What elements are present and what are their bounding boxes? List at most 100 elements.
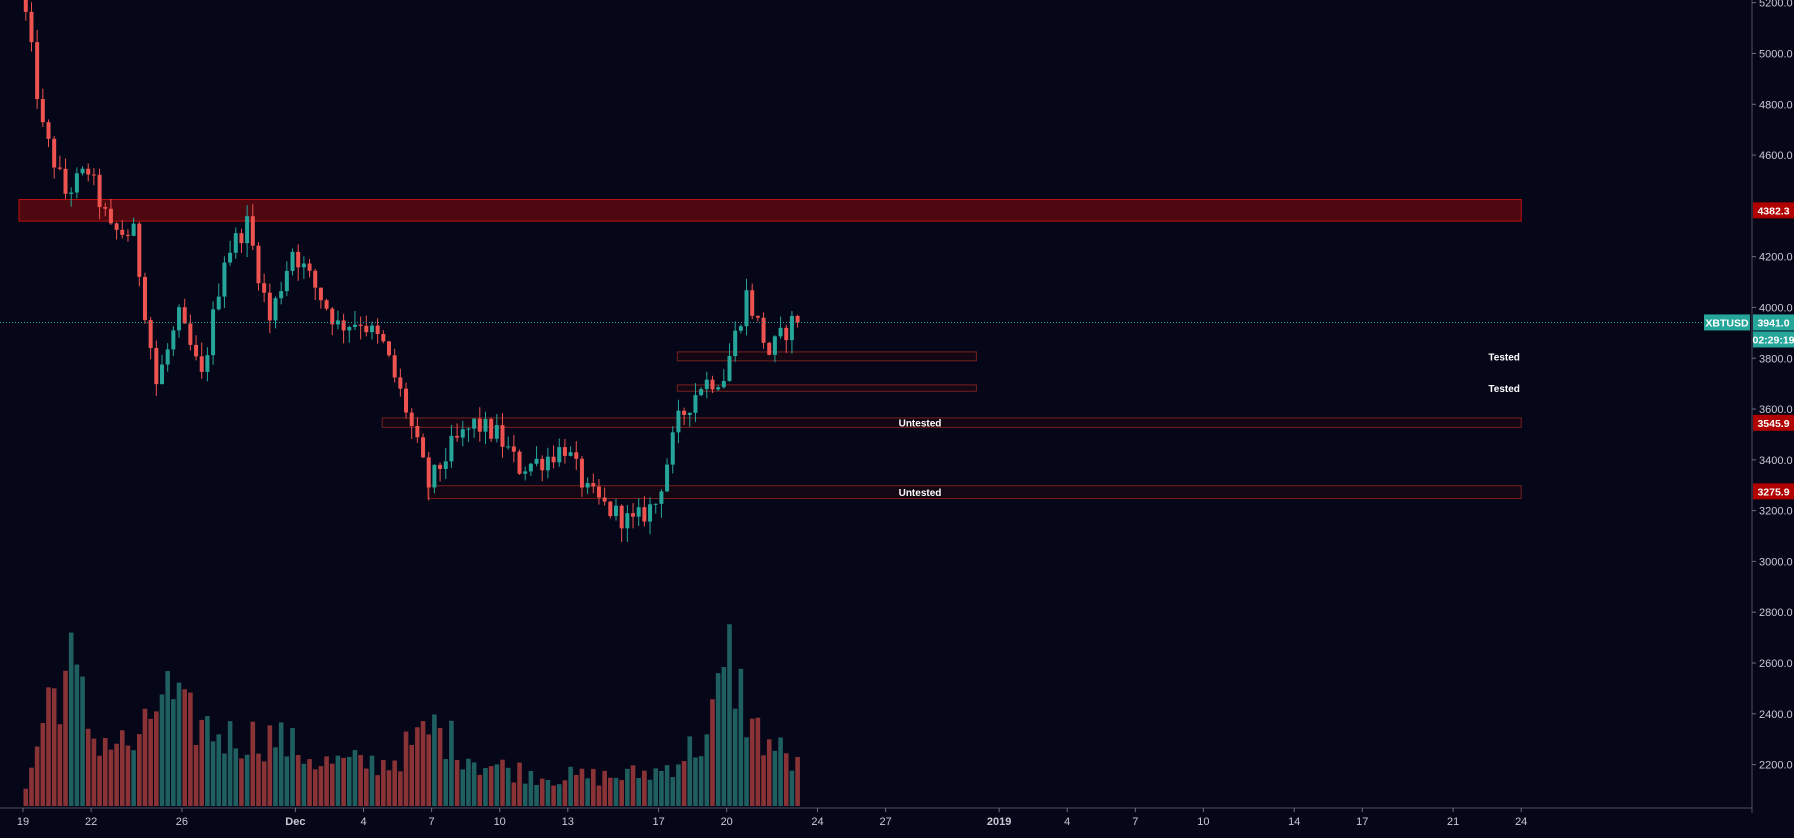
candle-body [699, 389, 704, 396]
candle-body [256, 245, 261, 284]
volume-bar [131, 750, 136, 806]
candle-body [466, 428, 471, 430]
candle-body [29, 11, 34, 43]
y-tick-label: 2400.0 [1759, 709, 1793, 721]
volume-bar [483, 767, 488, 806]
y-tick-label: 3800.0 [1759, 353, 1793, 365]
price-axis-panel[interactable] [1752, 0, 1794, 813]
supply-zone-0[interactable] [18, 199, 1522, 222]
volume-bar [335, 755, 341, 806]
volume-bar [449, 720, 454, 806]
candle-body [301, 263, 306, 268]
zone-label-3: Untested [899, 419, 942, 430]
volume-bar [437, 727, 443, 806]
candle-body [199, 356, 204, 372]
volume-bar [318, 766, 324, 806]
candle-body [222, 262, 227, 297]
candle-body [52, 138, 57, 168]
demand-zone-4[interactable] [427, 485, 1522, 499]
volume-bar [239, 758, 244, 806]
volume-bar [426, 734, 432, 806]
volume-bar [267, 725, 273, 806]
volume-bar [358, 755, 363, 806]
candle-body [86, 168, 91, 175]
y-tick-label: 2200.0 [1759, 760, 1793, 772]
price-badge [1753, 202, 1794, 219]
volume-bar [364, 768, 369, 806]
x-tick-label: 10 [494, 816, 506, 828]
candle-body [579, 458, 584, 488]
candle-body [290, 251, 295, 271]
volume-bar [182, 689, 187, 806]
volume-bar [778, 737, 783, 806]
candle-body [324, 300, 329, 309]
volume-bar [494, 764, 500, 806]
candle-body [460, 429, 465, 438]
y-tick-label: 4800.0 [1759, 99, 1793, 111]
volume-bar [432, 714, 437, 806]
volume-bar [619, 780, 624, 806]
volume-bar [783, 753, 789, 806]
volume-bar [352, 750, 358, 806]
candle-body [523, 471, 528, 474]
symbol-badge[interactable] [1704, 314, 1750, 331]
candle-body [483, 419, 488, 432]
candle-body [364, 325, 369, 333]
x-tick-label: 10 [1197, 816, 1209, 828]
candle-body [228, 252, 233, 263]
candle-body [108, 208, 113, 224]
volume-bar [222, 753, 227, 806]
volume-bar [398, 771, 403, 806]
candle-body [596, 486, 601, 498]
volume-bar [545, 780, 551, 806]
candle-body [63, 168, 68, 194]
volume-bar [670, 777, 676, 806]
demand-zone-2[interactable] [676, 384, 977, 392]
candle-body [659, 491, 664, 504]
volume-bar [256, 753, 261, 806]
candle-body [477, 418, 482, 432]
volume-bar [165, 671, 170, 806]
candle-body [239, 233, 244, 244]
volume-bar [381, 759, 386, 806]
x-tick-label: 7 [1132, 816, 1138, 828]
volume-bar [392, 760, 397, 806]
x-tick-label: 4 [1064, 816, 1070, 828]
candle-body [744, 290, 749, 327]
y-tick-label: 5000.0 [1759, 48, 1793, 60]
zone-label-1: Tested [1488, 352, 1520, 363]
candle-body [392, 355, 397, 378]
volume-bar [171, 699, 176, 806]
volume-bar [154, 711, 159, 806]
candle-body [307, 263, 312, 271]
candle-body [591, 483, 596, 487]
demand-zone-1[interactable] [676, 351, 977, 362]
candle-body [449, 435, 454, 462]
price-badge [1753, 483, 1794, 500]
x-tick-label: 17 [1356, 816, 1368, 828]
candle-body [761, 317, 766, 343]
y-tick-label: 4000.0 [1759, 302, 1793, 314]
volume-bar [573, 774, 579, 806]
candle-body [369, 325, 374, 333]
candle-body [341, 320, 346, 331]
candle-body [131, 223, 136, 236]
volume-bar [556, 784, 562, 806]
candle-body [653, 503, 658, 505]
x-tick-label: 4 [360, 816, 366, 828]
candle-body [670, 432, 675, 465]
volume-bar [375, 775, 380, 806]
candle-body [648, 504, 653, 522]
volume-bar [715, 673, 721, 806]
demand-zone-3[interactable] [381, 417, 1522, 428]
candle-body [273, 298, 278, 321]
volume-bar [710, 699, 715, 806]
price-badge-label: 3275.9 [1757, 486, 1789, 498]
x-tick-label: 19 [17, 816, 29, 828]
x-tick-label: Dec [285, 816, 305, 828]
volume-bar [664, 765, 670, 806]
candle-body [177, 307, 182, 331]
volume-bar [505, 767, 511, 806]
